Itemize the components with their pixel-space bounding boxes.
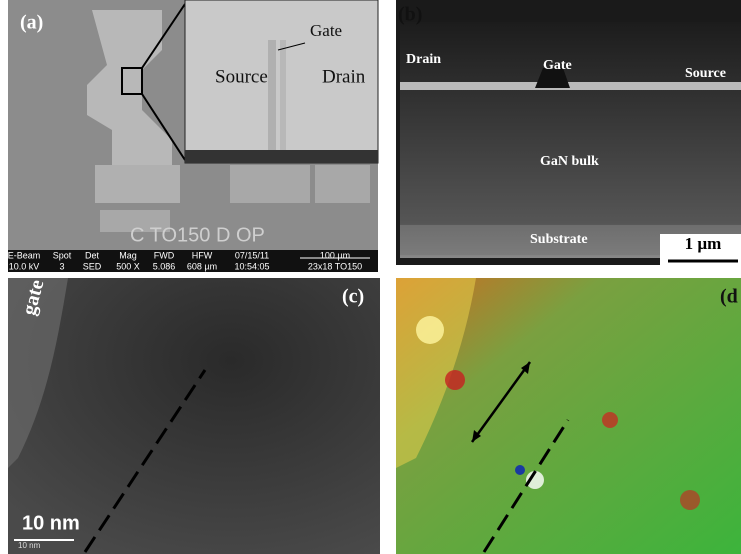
surface [400,82,741,90]
feature [602,412,618,428]
annotation: Gate [310,21,342,40]
annotation: Source [215,66,268,87]
feature [445,370,465,390]
info-value: 500 X [116,261,140,271]
panel-d: (d [396,278,741,554]
pad [230,165,310,203]
panel-b: (b) Drain Gate Source GaN bulk Substrate… [396,0,741,265]
gate-finger [280,40,286,150]
annotation: Substrate [530,232,588,247]
panel-label: (a) [20,12,43,34]
info-header: Det [85,250,100,260]
annotation: Source [685,66,726,81]
info-header: HFW [192,250,213,260]
info-header: Mag [119,250,137,260]
image-id: 23x18 TO150 [308,261,362,271]
pad [95,165,180,203]
info-header: Spot [53,250,72,260]
inset-info [185,150,378,163]
panel-a: (a) Gate Source Drain C TO150 D OP E-Bea… [8,0,378,272]
sample-text: C TO150 D OP [130,224,265,246]
info-header: FWD [154,250,175,260]
panel-label: (b) [398,4,422,26]
annotation: Drain [322,66,366,87]
scale-label: 10 nm [22,512,80,534]
figure: (a) Gate Source Drain C TO150 D OP E-Bea… [0,0,741,554]
feature [416,316,444,344]
scale-label: 1 µm [685,234,722,253]
scale-label: 100 µm [320,250,350,260]
info-header: 07/15/11 [235,250,269,260]
info-value: 10.0 kV [9,261,40,271]
info-value: SED [83,261,102,271]
feature [680,490,700,510]
panel-c: gate (c) 10 nm 10 nm [8,277,380,554]
panel-label: (d [720,286,738,308]
scale-label-small: 10 nm [18,541,41,550]
info-value: 608 µm [187,261,217,271]
info-value: 3 [59,261,64,271]
info-header: E-Beam [8,250,41,260]
feature [515,465,525,475]
gate-finger [268,40,276,150]
pad [315,165,370,203]
annotation: GaN bulk [540,154,599,169]
annotation: Drain [406,52,441,67]
info-value: 10:54:05 [234,261,269,271]
info-value: 5.086 [153,261,176,271]
panel-label: (c) [342,286,364,308]
annotation: Gate [543,58,572,73]
